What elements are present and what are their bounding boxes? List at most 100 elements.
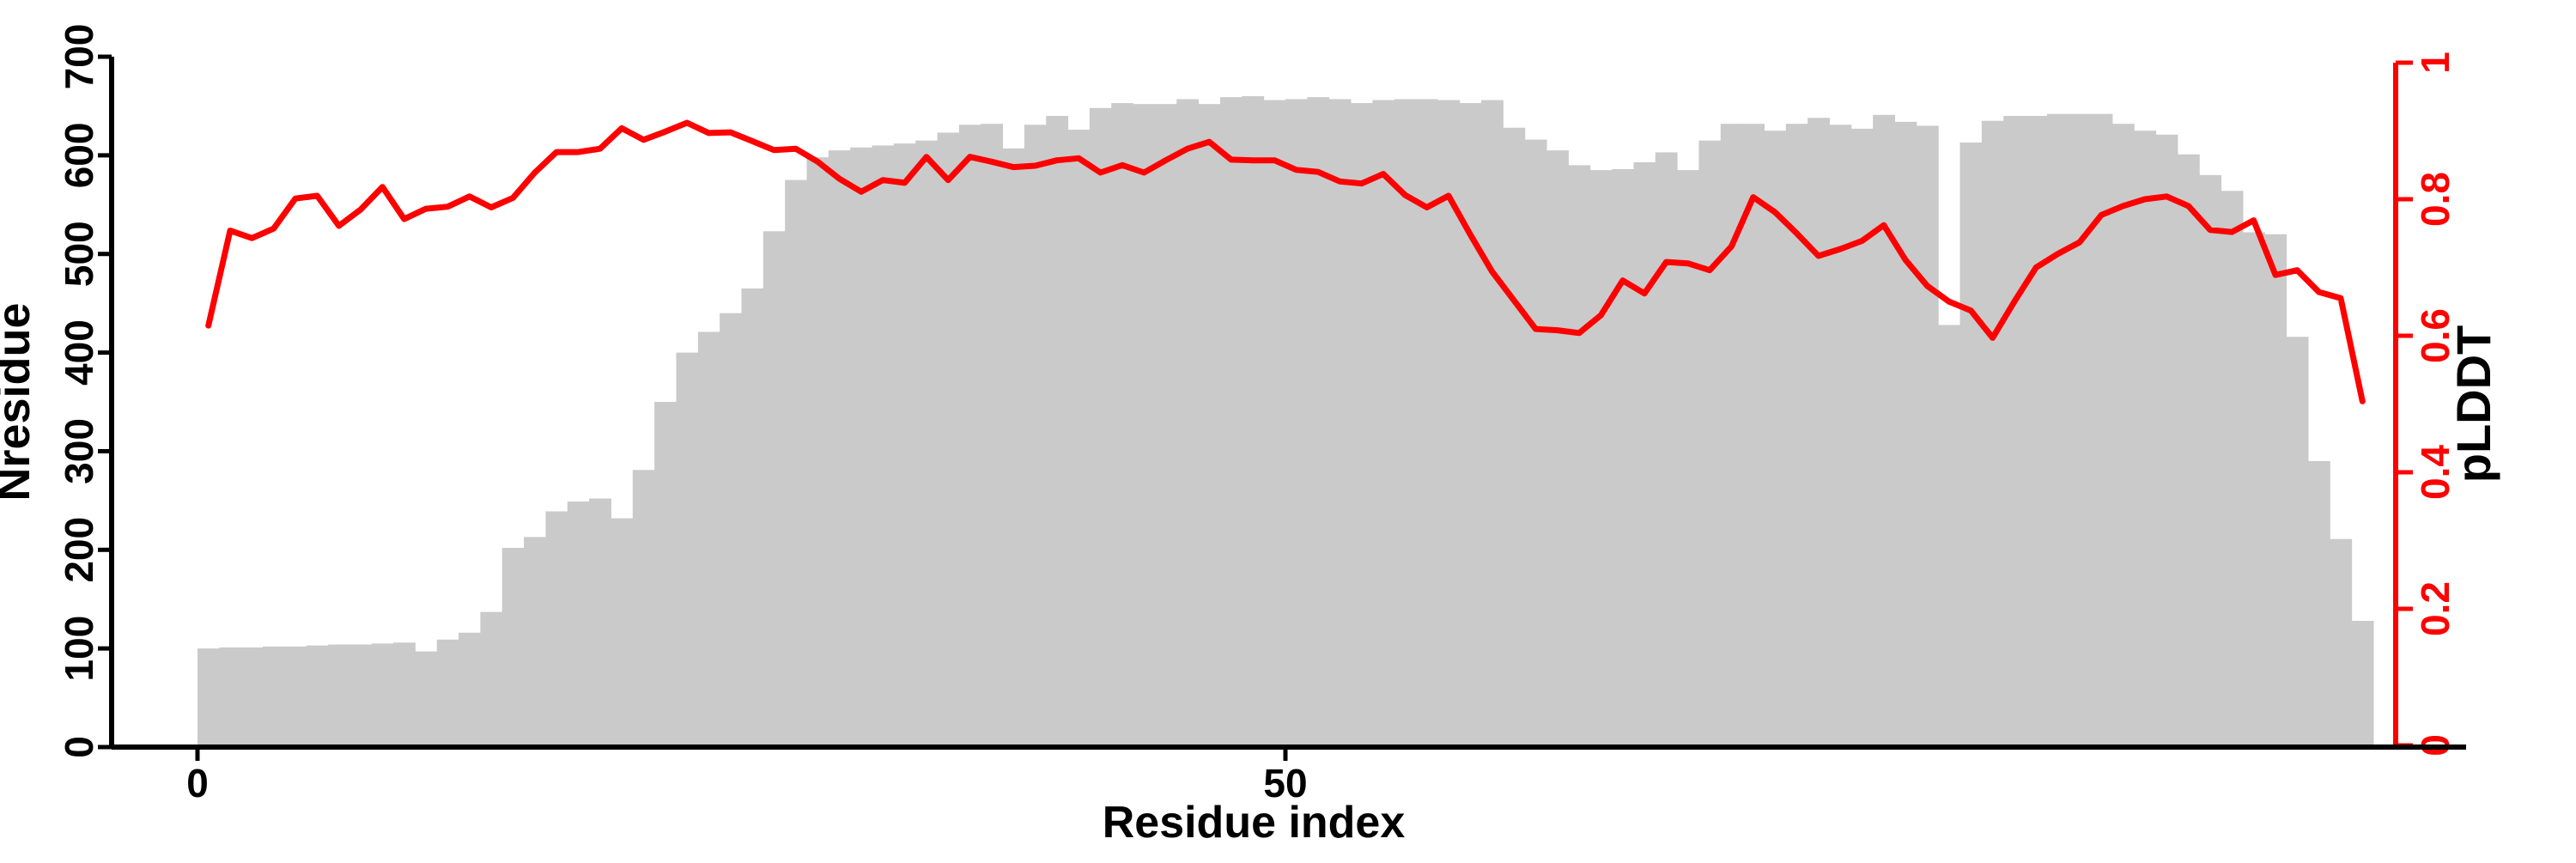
nresidue-bar — [393, 642, 416, 747]
nresidue-bar — [806, 157, 829, 747]
nresidue-bar — [2003, 115, 2026, 747]
nresidue-bar — [2069, 113, 2092, 748]
nresidue-bar — [1916, 125, 1939, 747]
nresidue-bars-group — [197, 95, 2374, 748]
nresidue-bar — [2111, 124, 2135, 747]
nresidue-bar — [1154, 104, 1177, 748]
nresidue-bar — [850, 147, 873, 747]
nresidue-bar — [1612, 168, 1634, 747]
nresidue-bar — [567, 501, 590, 747]
nresidue-bar — [1328, 99, 1352, 748]
nresidue-bar — [1089, 107, 1112, 748]
nresidue-bar — [524, 537, 546, 747]
nresidue-bar — [697, 331, 720, 747]
left-axis-tick-label: 0 — [57, 736, 101, 758]
nresidue-bar — [1219, 97, 1242, 748]
right-axis-tick-label: 1 — [2413, 52, 2458, 74]
right-y-axis: 00.20.40.60.81 — [2393, 52, 2458, 757]
nresidue-bar — [1459, 103, 1482, 748]
nresidue-bar — [2242, 232, 2265, 747]
nresidue-bar — [1481, 100, 1504, 748]
nresidue-bar — [1873, 114, 1896, 747]
right-axis-tick-label: 0.6 — [2413, 308, 2458, 363]
nresidue-bar — [1133, 104, 1156, 748]
nresidue-bar — [1546, 150, 1569, 748]
left-axis-tick-label: 100 — [57, 616, 101, 682]
left-axis-tick-label: 500 — [57, 221, 101, 287]
nresidue-bar — [1024, 125, 1047, 747]
nresidue-bar — [1959, 142, 1983, 748]
nresidue-bar — [1938, 325, 1961, 747]
x-axis-title: Residue index — [1103, 798, 1406, 848]
nresidue-bar — [762, 231, 786, 748]
nresidue-bar — [1394, 99, 1417, 748]
nresidue-bar — [459, 632, 481, 747]
x-axis-tick-label: 50 — [1263, 761, 1307, 805]
nresidue-bar — [306, 645, 329, 747]
nresidue-bar — [2221, 191, 2244, 748]
right-axis-tick-label: 0.8 — [2413, 172, 2458, 227]
nresidue-bar — [1046, 115, 1069, 747]
nresidue-bar — [632, 470, 655, 747]
nresidue-bar — [1785, 124, 1808, 747]
x-axis: 0 50 — [112, 744, 2466, 805]
nresidue-bar — [1503, 127, 1526, 747]
nresidue-bar — [1524, 139, 1547, 748]
left-axis-tick-label: 300 — [57, 418, 101, 484]
nresidue-bar — [2134, 131, 2157, 747]
nresidue-bar — [1263, 100, 1286, 748]
nresidue-bar — [1981, 120, 2004, 747]
nresidue-bar — [1416, 99, 1438, 748]
nresidue-bar — [1307, 97, 1330, 748]
left-y-axis-title: Nresidue — [0, 302, 39, 501]
nresidue-bar — [1742, 124, 1765, 747]
plddt-line — [205, 119, 2366, 404]
nresidue-bar — [1894, 121, 1917, 747]
nresidue-bar — [1067, 130, 1091, 747]
nresidue-bar — [349, 644, 373, 747]
nresidue-bar — [2286, 337, 2309, 747]
nresidue-bar — [676, 352, 699, 747]
nresidue-bar — [545, 511, 568, 747]
nresidue-bar — [1677, 170, 1699, 747]
nresidue-bar — [1002, 148, 1025, 748]
nresidue-bar — [480, 611, 503, 747]
nresidue-bar — [1198, 104, 1221, 748]
nresidue-bar — [240, 647, 264, 747]
nresidue-bar — [2155, 134, 2178, 747]
right-axis-tick-label: 0.4 — [2413, 445, 2458, 500]
nresidue-bar — [1351, 103, 1373, 748]
nresidue-bar — [1111, 103, 1134, 748]
nresidue-bar — [1698, 140, 1722, 748]
right-y-axis-title: pLDDT — [2446, 325, 2500, 483]
nresidue-bar — [1850, 128, 1874, 747]
nresidue-bar — [893, 143, 916, 748]
nresidue-bar — [1807, 118, 1830, 747]
nresidue-bar — [958, 125, 981, 747]
left-axis-tick-label: 400 — [57, 319, 101, 386]
nresidue-bar — [1242, 95, 1265, 748]
nresidue-bar — [2307, 460, 2330, 747]
nresidue-bar — [741, 288, 764, 747]
nresidue-bar — [981, 124, 1004, 747]
left-axis-tick-label: 600 — [57, 123, 101, 189]
nresidue-bar — [1829, 125, 1852, 747]
nresidue-bar — [501, 548, 525, 747]
right-axis-tick-label: 0.2 — [2413, 581, 2458, 636]
nresidue-bar — [219, 647, 242, 747]
nresidue-bar — [1285, 99, 1308, 748]
nresidue-bar — [785, 179, 808, 748]
nresidue-bar — [1176, 99, 1200, 748]
nresidue-bar — [2351, 620, 2374, 747]
nresidue-bar — [1720, 124, 1743, 747]
nresidue-bar — [436, 639, 459, 747]
left-y-axis: 0 100 200 300 400 500 600 700 — [57, 24, 114, 758]
nresidue-bar — [654, 402, 677, 747]
left-axis-tick-label: 200 — [57, 517, 101, 583]
nresidue-bar — [589, 498, 611, 747]
nresidue-bar — [2177, 154, 2200, 748]
nresidue-bar — [1589, 170, 1613, 747]
nresidue-bar — [828, 150, 851, 748]
